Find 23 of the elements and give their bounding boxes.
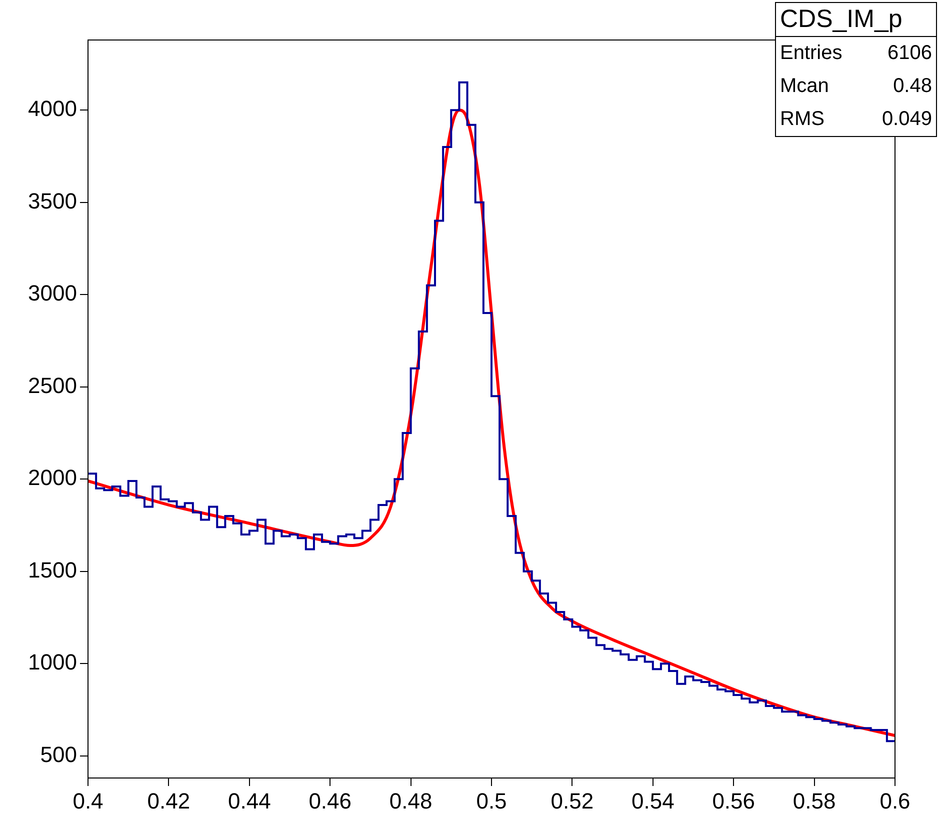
y-tick-label: 2500	[28, 372, 77, 398]
text: Entries 6106	[780, 42, 932, 64]
x-tick-label: 0.42	[147, 788, 190, 814]
text: Mcan 0.48	[780, 75, 932, 97]
x-tick-label: 0.5	[476, 788, 507, 814]
x-tick-label: 0.58	[792, 788, 836, 814]
x-tick-label: 0.54	[631, 788, 674, 814]
x-tick-label: 0.52	[550, 788, 594, 814]
y-tick-label: 3500	[28, 188, 77, 214]
y-tick-label: 500	[40, 742, 77, 767]
x-tick-label: 0.46	[308, 788, 352, 814]
x-tick-label: 0.44	[228, 788, 271, 814]
y-tick-label: 2000	[28, 465, 77, 490]
x-tick-label: 0.48	[389, 788, 432, 814]
text: RMS 0.049	[780, 108, 932, 130]
y-tick-label: 3000	[28, 280, 77, 306]
x-tick-label: 0.56	[712, 788, 756, 814]
text: CDS_IM_p	[776, 3, 936, 37]
y-tick-label: 1500	[28, 557, 77, 582]
y-tick-label: 4000	[28, 96, 77, 122]
x-tick-label: 0.6	[880, 788, 910, 814]
x-tick-label: 0.4	[72, 788, 104, 814]
y-tick-label: 1000	[28, 650, 77, 675]
